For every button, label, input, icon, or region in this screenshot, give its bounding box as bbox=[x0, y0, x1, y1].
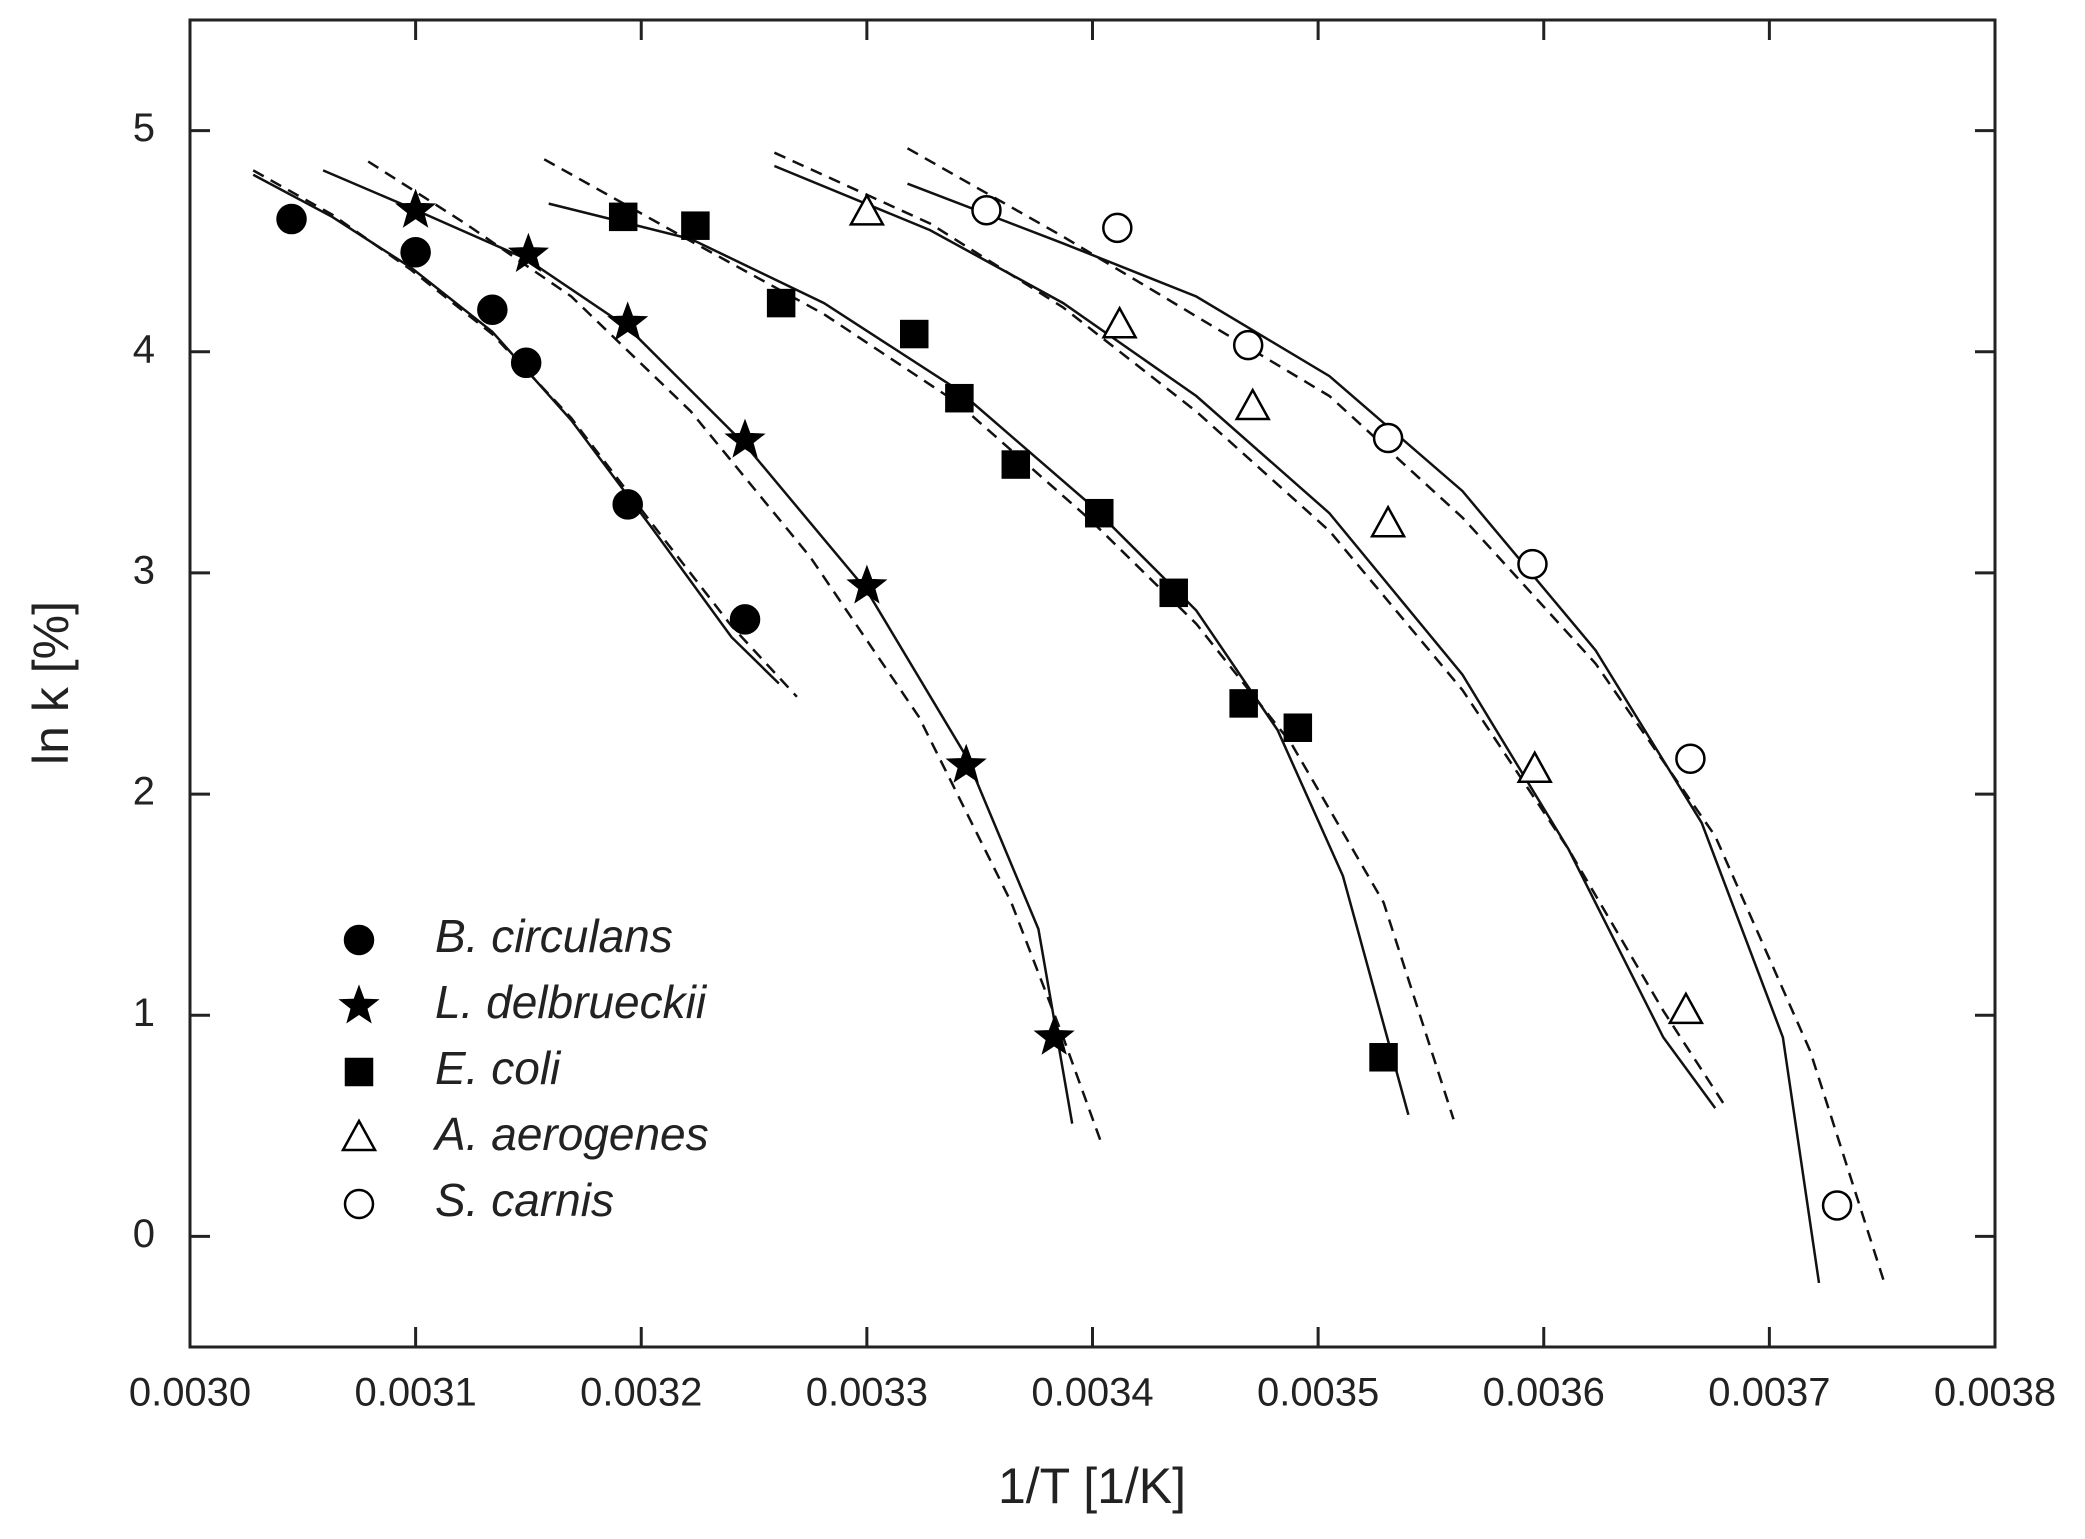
data-point bbox=[846, 564, 888, 604]
legend-marker bbox=[344, 1057, 374, 1087]
data-point bbox=[1232, 329, 1264, 361]
data-point bbox=[971, 194, 1002, 226]
data-point bbox=[1033, 1015, 1075, 1055]
data-point bbox=[766, 288, 796, 318]
data-point bbox=[1667, 991, 1705, 1025]
legend-marker bbox=[338, 984, 380, 1024]
data-point bbox=[1372, 422, 1404, 454]
data-point bbox=[477, 294, 508, 325]
data-point bbox=[945, 743, 987, 783]
data-point bbox=[507, 232, 550, 272]
y-tick-label: 5 bbox=[133, 106, 155, 150]
data-point bbox=[510, 347, 542, 379]
legend-label: B. circulans bbox=[435, 910, 673, 962]
data-point bbox=[276, 203, 307, 235]
x-tick-label: 0.0035 bbox=[1257, 1371, 1379, 1415]
y-tick-label: 4 bbox=[133, 327, 155, 371]
data-point bbox=[724, 418, 766, 458]
legend-marker bbox=[343, 924, 375, 956]
data-point bbox=[681, 211, 710, 240]
data-point bbox=[729, 604, 761, 635]
y-axis-label: ln k [%] bbox=[23, 601, 79, 765]
x-tick-label: 0.0032 bbox=[580, 1371, 702, 1415]
y-tick-label: 1 bbox=[133, 991, 155, 1035]
data-point bbox=[1101, 305, 1138, 339]
data-point bbox=[945, 383, 974, 413]
x-tick-label: 0.0036 bbox=[1483, 1371, 1605, 1415]
data-point bbox=[400, 236, 431, 268]
x-tick-label: 0.0037 bbox=[1708, 1371, 1830, 1415]
data-point bbox=[395, 188, 437, 228]
x-tick-label: 0.0033 bbox=[806, 1371, 928, 1415]
data-point bbox=[1085, 498, 1114, 528]
data-point bbox=[1229, 689, 1258, 718]
data-point bbox=[608, 202, 638, 232]
legend-label: S. carnis bbox=[435, 1174, 614, 1226]
data-point bbox=[1102, 212, 1133, 244]
y-tick-label: 2 bbox=[133, 770, 155, 814]
x-axis-label: 1/T [1/K] bbox=[998, 1458, 1186, 1514]
data-point bbox=[1369, 1043, 1398, 1072]
data-point bbox=[607, 301, 649, 341]
legend-label: A. aerogenes bbox=[432, 1108, 709, 1160]
fit-line-dashed bbox=[906, 147, 1886, 1284]
x-tick-label: 0.0034 bbox=[1031, 1371, 1153, 1415]
data-point bbox=[1001, 450, 1031, 479]
data-point bbox=[1283, 713, 1313, 742]
data-point bbox=[900, 319, 929, 349]
legend-label: E. coli bbox=[435, 1042, 562, 1094]
data-point bbox=[1234, 387, 1271, 421]
fit-line-dashed bbox=[543, 158, 1455, 1120]
data-point bbox=[1369, 504, 1407, 538]
data-point bbox=[1516, 750, 1553, 784]
x-tick-label: 0.0031 bbox=[354, 1371, 476, 1415]
plot-frame bbox=[188, 18, 1997, 1349]
data-point bbox=[1821, 1190, 1853, 1221]
y-tick-label: 3 bbox=[133, 548, 155, 592]
legend-marker bbox=[343, 1188, 375, 1220]
data-point bbox=[848, 192, 885, 226]
data-point bbox=[1517, 548, 1548, 580]
legend-label: L. delbrueckii bbox=[435, 976, 708, 1028]
data-point bbox=[612, 489, 643, 520]
legend-marker bbox=[340, 1118, 378, 1152]
data-point bbox=[1675, 743, 1706, 774]
x-tick-label: 0.0038 bbox=[1934, 1371, 2056, 1415]
y-tick-label: 0 bbox=[133, 1212, 155, 1256]
x-tick-label: 0.0030 bbox=[129, 1371, 251, 1415]
data-point bbox=[1159, 578, 1188, 608]
fit-line-solid bbox=[907, 182, 1821, 1284]
fit-line-solid bbox=[773, 164, 1717, 1109]
fit-line-dashed bbox=[773, 151, 1728, 1109]
